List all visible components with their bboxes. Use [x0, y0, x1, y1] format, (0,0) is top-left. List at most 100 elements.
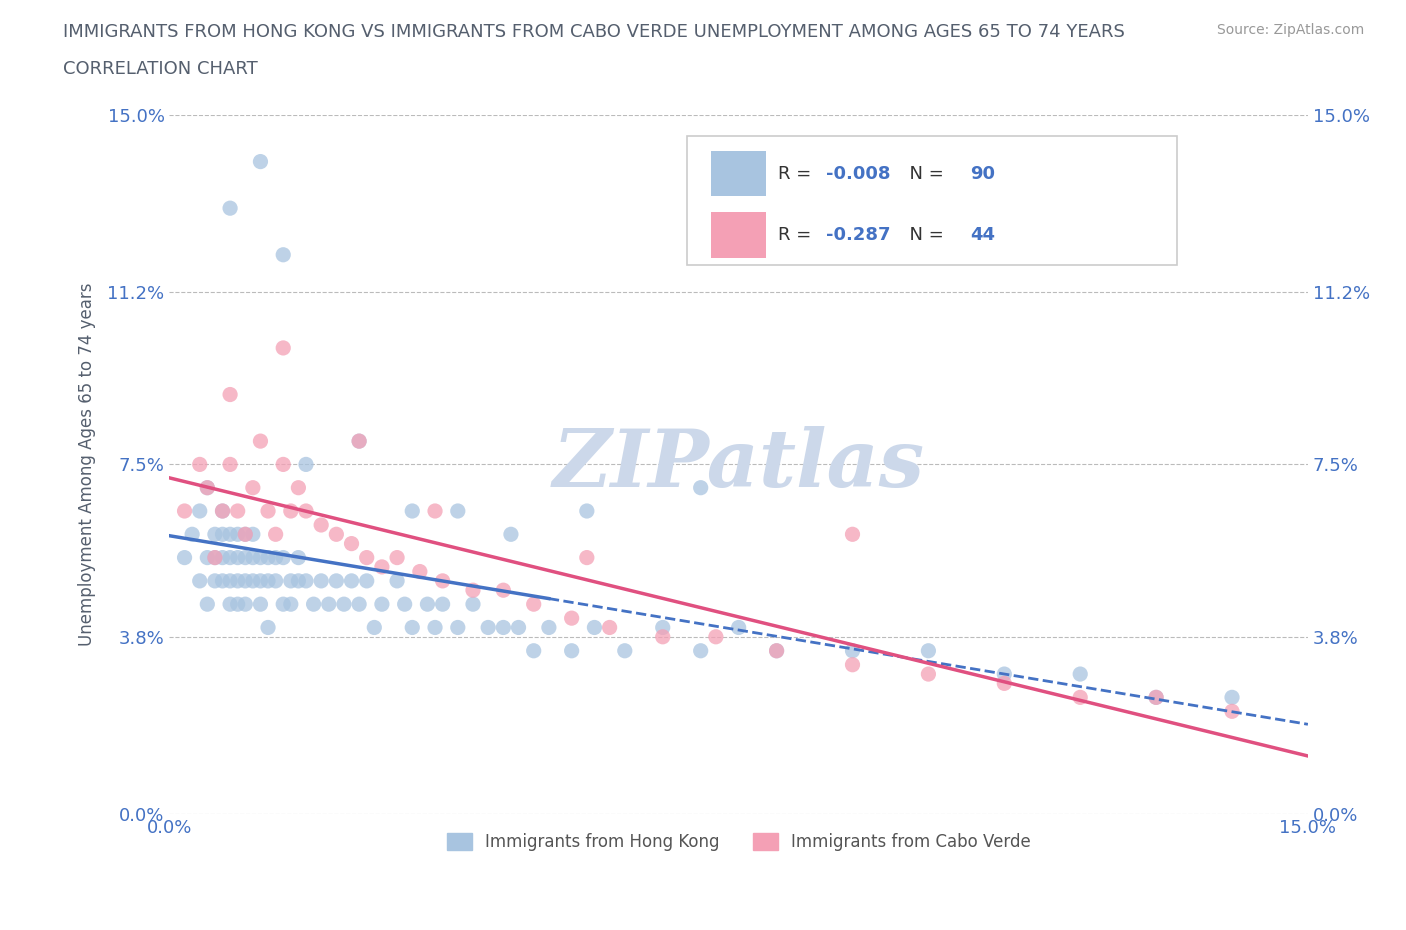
Point [363, 620, 385, 635]
Point [219, 597, 242, 612]
Point [347, 597, 370, 612]
Point [447, 620, 470, 635]
Legend: Immigrants from Hong Kong, Immigrants from Cabo Verde: Immigrants from Hong Kong, Immigrants fr… [440, 827, 1038, 857]
Point [340, 574, 363, 589]
Point [599, 620, 621, 635]
Point [295, 574, 318, 589]
Point [219, 201, 242, 216]
Point [249, 551, 271, 565]
Point [347, 433, 370, 448]
Point [416, 597, 439, 612]
Point [211, 551, 233, 565]
Point [204, 574, 226, 589]
Point [401, 503, 423, 518]
Point [477, 620, 499, 635]
Point [356, 574, 378, 589]
Point [271, 551, 294, 565]
Point [233, 597, 256, 612]
Text: -0.008: -0.008 [827, 165, 891, 182]
Point [575, 503, 598, 518]
Text: -0.287: -0.287 [827, 226, 891, 244]
Point [271, 597, 294, 612]
Point [309, 574, 332, 589]
Point [302, 597, 325, 612]
Point [423, 503, 446, 518]
Point [233, 551, 256, 565]
Point [271, 247, 294, 262]
Point [233, 527, 256, 542]
Point [195, 551, 218, 565]
Point [917, 644, 939, 658]
Point [1144, 690, 1167, 705]
Point [651, 630, 673, 644]
Point [523, 597, 546, 612]
Point [219, 387, 242, 402]
Point [583, 620, 606, 635]
Point [689, 480, 711, 495]
Point [371, 560, 394, 575]
Point [188, 574, 211, 589]
Point [689, 644, 711, 658]
Point [704, 630, 727, 644]
Point [309, 517, 332, 532]
FancyBboxPatch shape [711, 151, 766, 196]
Point [219, 527, 242, 542]
Text: N =: N = [898, 226, 949, 244]
Text: ZIPatlas: ZIPatlas [553, 426, 925, 503]
Text: IMMIGRANTS FROM HONG KONG VS IMMIGRANTS FROM CABO VERDE UNEMPLOYMENT AMONG AGES : IMMIGRANTS FROM HONG KONG VS IMMIGRANTS … [63, 23, 1125, 41]
Point [287, 480, 309, 495]
Point [333, 597, 356, 612]
Point [226, 527, 249, 542]
Point [271, 340, 294, 355]
Point [1069, 667, 1091, 682]
Point [461, 583, 484, 598]
Point [219, 551, 242, 565]
Point [295, 457, 318, 472]
Point [233, 574, 256, 589]
Point [249, 433, 271, 448]
Point [242, 480, 264, 495]
Point [242, 551, 264, 565]
Point [181, 527, 204, 542]
Text: Source: ZipAtlas.com: Source: ZipAtlas.com [1216, 23, 1364, 37]
Point [432, 597, 454, 612]
Point [211, 527, 233, 542]
Text: N =: N = [898, 165, 949, 182]
Point [499, 527, 522, 542]
Text: R =: R = [779, 165, 817, 182]
Text: 44: 44 [970, 226, 995, 244]
Point [993, 676, 1015, 691]
Point [356, 551, 378, 565]
Point [325, 527, 347, 542]
Text: 90: 90 [970, 165, 995, 182]
Point [226, 503, 249, 518]
Point [537, 620, 560, 635]
Point [727, 620, 749, 635]
Point [280, 503, 302, 518]
Point [1069, 690, 1091, 705]
Point [264, 574, 287, 589]
Y-axis label: Unemployment Among Ages 65 to 74 years: Unemployment Among Ages 65 to 74 years [79, 283, 96, 646]
Point [492, 620, 515, 635]
Point [287, 551, 309, 565]
Point [561, 611, 583, 626]
Point [385, 574, 408, 589]
Point [249, 154, 271, 169]
Point [423, 620, 446, 635]
Point [280, 597, 302, 612]
Point [432, 574, 454, 589]
Point [401, 620, 423, 635]
Point [993, 667, 1015, 682]
Point [257, 574, 280, 589]
Point [226, 551, 249, 565]
Point [325, 574, 347, 589]
Point [347, 433, 370, 448]
Point [219, 574, 242, 589]
Point [195, 480, 218, 495]
Point [188, 457, 211, 472]
Point [765, 644, 787, 658]
Point [613, 644, 636, 658]
Text: CORRELATION CHART: CORRELATION CHART [63, 60, 259, 78]
Point [1220, 704, 1243, 719]
Point [1220, 690, 1243, 705]
